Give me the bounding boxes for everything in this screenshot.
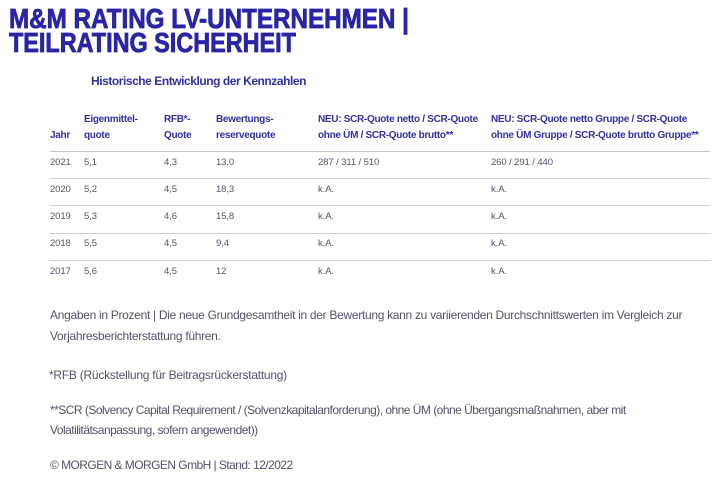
column-header-line: quote: [84, 130, 110, 142]
footnote-line: Volatilitätsanpassung, sofern angewendet…: [50, 423, 258, 438]
column-header-eigenmittelquote: Eigenmittel-quote: [84, 112, 164, 152]
cell-rfb-quote: 4,3: [164, 156, 177, 168]
cell-rfb-quote: 4,5: [164, 232, 216, 261]
column-header-line: ohne ÜM Gruppe / SCR-Quote brutto Gruppe…: [491, 130, 699, 142]
column-header-line: reservequote: [216, 130, 276, 142]
cell-jahr: 2018: [50, 232, 84, 261]
cell-scr-quote: k.A.: [318, 205, 491, 234]
table-header-row: Jahr Eigenmittel-quote RFB*- Quote Bewert…: [50, 112, 710, 152]
cell-scr-quote-gruppe: k.A.: [491, 205, 710, 234]
cell-jahr: 2019: [50, 205, 84, 234]
column-header-line: NEU: SCR-Quote netto Gruppe / SCR-Quote: [491, 114, 688, 126]
kennzahlen-table-wrap: Jahr Eigenmittel-quote RFB*- Quote Bewert…: [50, 112, 710, 288]
column-header-jahr: Jahr: [50, 112, 84, 152]
table-row-2021: 2021 5,1 4,3 13,0 287 / 311 / 510 260 / …: [50, 151, 710, 178]
column-header-line: Jahr: [50, 130, 70, 142]
page-title-line2: TEILRATING SICHERHEIT: [9, 27, 297, 59]
cell-scr-quote-gruppe: k.A.: [491, 259, 710, 288]
cell-jahr: 2020: [50, 178, 84, 206]
footnote-prozent: Angaben in Prozent | Die neue Grundgesam…: [50, 305, 720, 346]
cell-jahr: 2017: [50, 259, 84, 288]
cell-bewertungsreservequote: 12: [216, 259, 318, 288]
table-head: Jahr Eigenmittel-quote RFB*- Quote Bewert…: [50, 112, 710, 152]
table-body: 2021 5,1 4,3 13,0 287 / 311 / 510 260 / …: [50, 151, 710, 288]
cell-scr-quote: k.A.: [318, 178, 491, 206]
cell-scr-quote: k.A.: [318, 259, 491, 288]
cell-scr-quote-gruppe: 260 / 291 / 440: [491, 156, 553, 168]
cell-scr-quote: 287 / 311 / 510: [318, 156, 380, 168]
cell-jahr: 2021: [50, 156, 71, 168]
cell-scr-quote-gruppe: k.A.: [491, 178, 710, 206]
page-title-line1: M&M RATING LV-UNTERNEHMEN |: [9, 2, 410, 34]
cell-bewertungsreservequote: 18,3: [216, 178, 318, 206]
cell-scr-quote-gruppe: k.A.: [491, 232, 710, 261]
cell-rfb-quote: 4,5: [164, 178, 216, 206]
column-header-line: RFB*-: [164, 114, 191, 126]
footnote-rfb: *RFB (Rückstellung für Beitragsrückersta…: [49, 367, 287, 382]
footnote-line: **SCR (Solvency Capital Requirement / (S…: [50, 403, 626, 417]
cell-eigenmittelquote: 5,5: [84, 232, 164, 261]
column-header-line: ohne ÜM / SCR-Quote brutto**: [318, 130, 453, 142]
column-header-bewertungsreservequote: Bewertungs-reservequote: [216, 112, 318, 152]
cell-eigenmittelquote: 5,2: [84, 178, 164, 206]
cell-eigenmittelquote: 5,6: [84, 259, 164, 288]
cell-eigenmittelquote: 5,3: [84, 205, 164, 234]
cell-bewertungsreservequote: 13,0: [216, 156, 235, 168]
cell-rfb-quote: 4,5: [164, 259, 216, 288]
column-header-scr-quote-gruppe: NEU: SCR-Quote netto Gruppe / SCR-Quote o…: [491, 112, 710, 152]
footnote-scr: **SCR (Solvency Capital Requirement / (S…: [50, 400, 720, 441]
column-header-rfb-quote: RFB*- Quote: [164, 112, 216, 152]
page-title: M&M RATING LV-UNTERNEHMEN | TEILRATING SI…: [9, 2, 461, 59]
cell-scr-quote: k.A.: [318, 232, 491, 261]
column-header-line: Bewertungs-: [216, 114, 274, 126]
cell-eigenmittelquote: 5,1: [84, 156, 97, 168]
footnote-line: Angaben in Prozent | Die neue Grundgesam…: [50, 308, 683, 323]
table-row-2020: 2020 5,2 4,5 18,3 k.A. k.A.: [50, 178, 710, 206]
kennzahlen-table: Jahr Eigenmittel-quote RFB*- Quote Bewert…: [50, 112, 710, 288]
cell-bewertungsreservequote: 15,8: [216, 205, 318, 234]
cell-bewertungsreservequote: 9,4: [216, 232, 318, 261]
column-header-scr-quote: NEU: SCR-Quote netto / SCR-Quote ohne ÜM …: [318, 112, 491, 152]
column-header-line: NEU: SCR-Quote netto / SCR-Quote: [318, 114, 478, 126]
table-row-2017: 2017 5,6 4,5 12 k.A. k.A.: [50, 259, 710, 288]
column-header-line: Quote: [164, 130, 192, 142]
copyright-line: © MORGEN & MORGEN GmbH | Stand: 12/2022: [50, 457, 293, 472]
cell-rfb-quote: 4,6: [164, 205, 216, 234]
table-row-2019: 2019 5,3 4,6 15,8 k.A. k.A.: [50, 205, 710, 234]
section-subtitle: Historische Entwicklung der Kennzahlen: [91, 73, 306, 88]
footnote-line: Vorjahresberichterstattung führen.: [50, 328, 221, 343]
column-header-line: Eigenmittel-: [84, 114, 138, 126]
table-row-2018: 2018 5,5 4,5 9,4 k.A. k.A.: [50, 232, 710, 261]
